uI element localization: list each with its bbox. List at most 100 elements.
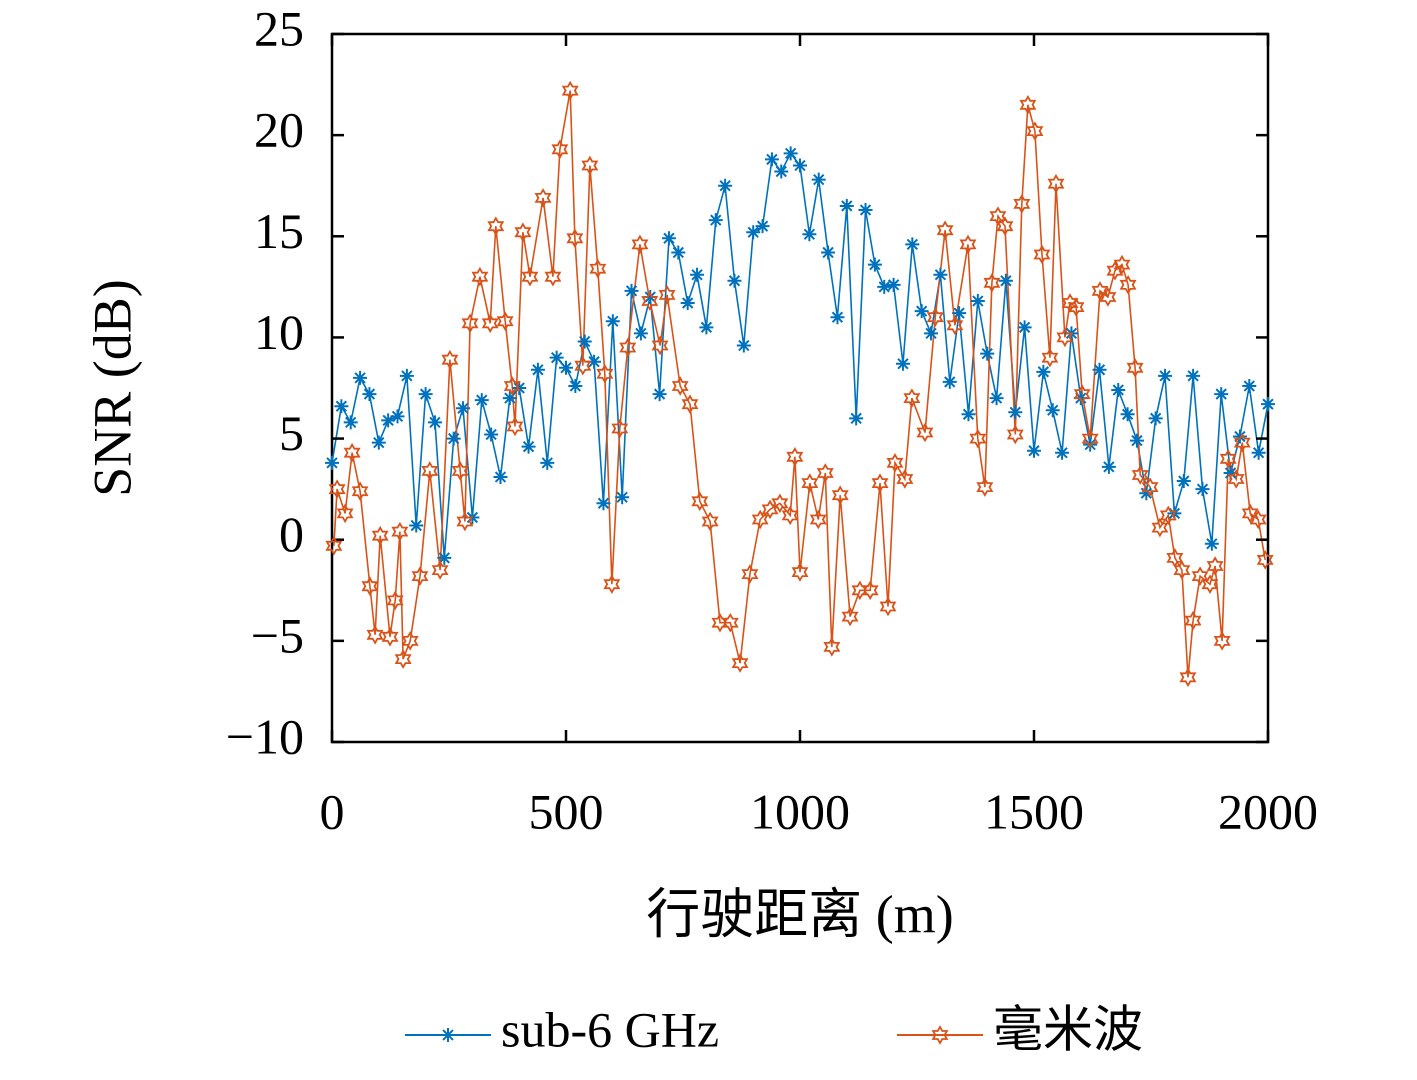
marker: [589, 258, 607, 279]
marker: [574, 355, 592, 376]
marker: [596, 364, 614, 384]
marker: [530, 362, 545, 377]
y-tick-label: 5: [279, 405, 304, 461]
marker: [1106, 260, 1124, 281]
marker: [701, 511, 719, 532]
marker: [1227, 469, 1245, 489]
y-tick-label: −5: [251, 607, 304, 663]
series-line: [333, 90, 1266, 678]
marker: [1204, 536, 1219, 551]
marker: [549, 350, 564, 365]
marker: [521, 266, 539, 287]
marker: [996, 216, 1014, 237]
marker: [624, 283, 639, 298]
marker: [484, 427, 499, 442]
marker: [437, 550, 452, 565]
marker: [1019, 94, 1037, 115]
marker: [691, 491, 709, 512]
x-axis-label: 行驶距离 (m): [646, 884, 953, 944]
y-tick-label: 0: [279, 506, 304, 562]
marker: [823, 637, 841, 657]
marker: [980, 346, 995, 361]
marker: [783, 146, 798, 161]
marker: [761, 499, 779, 520]
y-tick-label: 20: [254, 102, 304, 158]
marker: [998, 273, 1013, 288]
marker: [1151, 517, 1169, 538]
marker: [1126, 357, 1144, 378]
marker: [839, 198, 854, 213]
marker: [736, 338, 751, 353]
marker: [521, 439, 536, 454]
marker: [755, 219, 770, 234]
y-tick-label: −10: [226, 708, 304, 764]
marker: [325, 455, 339, 470]
marker: [831, 485, 849, 505]
marker: [1201, 574, 1219, 594]
marker: [690, 267, 705, 282]
marker: [1083, 437, 1098, 452]
legend-label: 毫米波: [993, 1001, 1143, 1057]
marker: [1047, 173, 1065, 194]
marker: [1232, 429, 1247, 444]
marker: [652, 387, 667, 402]
marker: [1219, 448, 1237, 469]
marker: [474, 393, 489, 408]
x-tick-label: 1000: [750, 783, 850, 839]
marker: [366, 625, 384, 645]
marker: [514, 222, 532, 242]
marker: [774, 164, 789, 179]
marker: [751, 509, 769, 530]
marker: [1113, 254, 1131, 275]
marker: [764, 152, 779, 167]
marker: [821, 245, 836, 260]
marker: [727, 273, 742, 288]
marker: [643, 289, 658, 304]
marker: [989, 391, 1004, 406]
marker: [1099, 287, 1117, 307]
marker: [1073, 384, 1091, 404]
marker: [1101, 459, 1116, 474]
marker: [811, 172, 826, 187]
series-line: [331, 151, 1269, 558]
marker: [418, 387, 433, 402]
legend-marker: [441, 1028, 455, 1042]
marker: [336, 503, 354, 524]
marker: [394, 649, 412, 669]
y-tick-label: 15: [254, 203, 304, 259]
marker: [615, 490, 630, 505]
y-axis-label: SNR (dB): [82, 279, 142, 497]
marker: [471, 266, 489, 287]
marker: [1213, 631, 1231, 651]
x-tick-label: 500: [529, 783, 604, 839]
x-tick-label: 0: [320, 783, 345, 839]
marker: [559, 360, 573, 375]
marker: [328, 479, 346, 499]
marker: [544, 266, 562, 287]
marker: [905, 237, 920, 252]
marker: [1129, 433, 1144, 448]
marker: [1148, 411, 1163, 426]
marker: [619, 337, 637, 358]
marker: [1241, 503, 1259, 524]
marker: [793, 158, 807, 173]
marker: [1256, 550, 1274, 570]
marker: [503, 376, 521, 396]
marker: [1033, 244, 1051, 265]
marker: [871, 473, 889, 493]
marker: [858, 202, 873, 217]
marker: [461, 313, 479, 334]
marker: [1131, 465, 1149, 485]
marker: [1055, 445, 1070, 460]
marker: [924, 326, 939, 341]
y-tick-label: 25: [254, 0, 304, 56]
marker: [741, 564, 759, 584]
marker: [671, 376, 689, 396]
marker: [879, 596, 897, 617]
marker: [680, 296, 695, 311]
marker: [391, 521, 409, 542]
marker: [1242, 378, 1257, 393]
marker: [1091, 281, 1109, 301]
marker: [421, 461, 439, 481]
marker: [481, 313, 499, 334]
